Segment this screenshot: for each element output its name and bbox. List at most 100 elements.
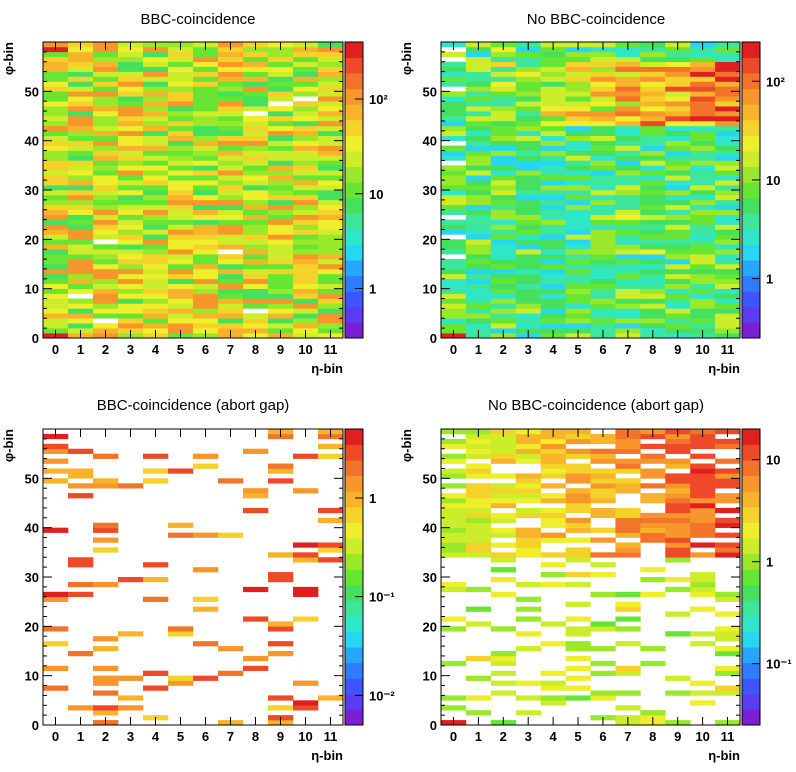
- heatmap-cell: [43, 254, 69, 260]
- heatmap-cell: [193, 313, 219, 319]
- heatmap-cell: [93, 710, 119, 716]
- heatmap-cell: [268, 86, 294, 92]
- heatmap-cell: [490, 532, 517, 538]
- heatmap-cell: [515, 234, 541, 240]
- color-scale-segment: [345, 57, 363, 74]
- heatmap-cell: [665, 537, 691, 543]
- heatmap-cell: [715, 101, 741, 107]
- heatmap-cell: [168, 631, 194, 637]
- heatmap-cell: [268, 116, 294, 122]
- heatmap-cell: [565, 641, 591, 647]
- heatmap-cell: [590, 626, 616, 632]
- heatmap-cell: [590, 259, 616, 265]
- heatmap-cell: [193, 224, 219, 230]
- heatmap-cell: [615, 547, 641, 553]
- heatmap-cell: [118, 101, 144, 107]
- heatmap-cell: [318, 185, 344, 191]
- heatmap-cell: [665, 273, 691, 280]
- heatmap-cell: [93, 547, 119, 553]
- heatmap-cell: [68, 264, 94, 270]
- heatmap-cell: [93, 278, 119, 285]
- heatmap-cell: [143, 453, 169, 459]
- heatmap-cell: [68, 581, 94, 588]
- heatmap-cell: [540, 507, 566, 514]
- heatmap-cell: [515, 478, 541, 484]
- heatmap-cell: [690, 219, 716, 225]
- heatmap-cell: [218, 180, 244, 186]
- heatmap-cell: [515, 680, 541, 686]
- color-scale-segment: [742, 104, 760, 121]
- heatmap-cell: [590, 313, 616, 319]
- heatmap-cell: [93, 209, 119, 215]
- heatmap-cell: [93, 522, 119, 528]
- heatmap-cell: [168, 254, 194, 260]
- heatmap-cell: [640, 493, 666, 499]
- heatmap-cell: [243, 150, 269, 156]
- heatmap-cell: [715, 165, 741, 171]
- heatmap-cell: [441, 170, 467, 176]
- heatmap-cell: [118, 180, 144, 186]
- heatmap-cell: [715, 56, 741, 63]
- heatmap-cell: [540, 293, 566, 299]
- heatmap-cell: [540, 283, 566, 289]
- heatmap-cell: [143, 318, 169, 324]
- heatmap-cell: [540, 298, 566, 304]
- heatmap-cell: [318, 116, 344, 122]
- heatmap-cell: [690, 318, 716, 324]
- heatmap-cell: [465, 552, 492, 558]
- heatmap-cell: [590, 175, 616, 181]
- heatmap-cell: [318, 254, 344, 260]
- heatmap-cell: [540, 239, 566, 245]
- heatmap-cell: [515, 170, 541, 176]
- heatmap-cell: [515, 214, 541, 220]
- heatmap-cell: [243, 507, 269, 514]
- heatmap-cell: [93, 313, 119, 319]
- color-scale-segment: [345, 631, 363, 648]
- heatmap-cell: [515, 254, 541, 260]
- heatmap-cell: [490, 91, 517, 97]
- heatmap-cell: [590, 106, 616, 112]
- heatmap-cell: [615, 130, 641, 137]
- heatmap-cell: [441, 244, 467, 250]
- color-scale-segment: [345, 522, 363, 539]
- heatmap-cell: [490, 557, 517, 563]
- heatmap-cell: [465, 503, 492, 509]
- x-tick-label: 8: [252, 729, 259, 744]
- heatmap-cell: [540, 81, 566, 87]
- heatmap-cell: [465, 175, 492, 181]
- heatmap-cell: [690, 155, 716, 161]
- heatmap-cell: [93, 288, 119, 294]
- heatmap-cell: [43, 150, 69, 156]
- heatmap-cell: [143, 577, 169, 583]
- heatmap-cell: [465, 293, 492, 299]
- heatmap-cell: [465, 308, 492, 314]
- heatmap-cell: [565, 303, 591, 309]
- color-scale-label: 10⁻¹: [369, 590, 395, 605]
- heatmap-cell: [93, 453, 119, 459]
- heatmap-cell: [640, 293, 666, 299]
- heatmap-cell: [68, 106, 94, 112]
- heatmap-cell: [193, 170, 219, 176]
- heatmap-cell: [93, 244, 119, 250]
- heatmap-cell: [293, 557, 319, 563]
- heatmap-cell: [43, 468, 69, 474]
- heatmap-cell: [441, 493, 467, 499]
- heatmap-cell: [665, 71, 691, 77]
- heatmap-cell: [218, 106, 244, 112]
- heatmap-cell: [540, 581, 566, 588]
- heatmap-cell: [318, 224, 344, 230]
- heatmap-cell: [565, 135, 591, 141]
- heatmap-cell: [540, 268, 566, 275]
- heatmap-cell: [665, 512, 691, 519]
- heatmap-cell: [565, 438, 591, 445]
- heatmap-cell: [640, 268, 666, 275]
- heatmap-cell: [193, 96, 219, 102]
- heatmap-cell: [218, 204, 244, 211]
- heatmap-cell: [118, 577, 144, 583]
- heatmap-cell: [68, 224, 94, 230]
- heatmap-cell: [68, 120, 94, 127]
- heatmap-cell: [118, 96, 144, 102]
- heatmap-cell: [690, 190, 716, 196]
- heatmap-cell: [640, 710, 666, 716]
- heatmap-cell: [43, 323, 69, 329]
